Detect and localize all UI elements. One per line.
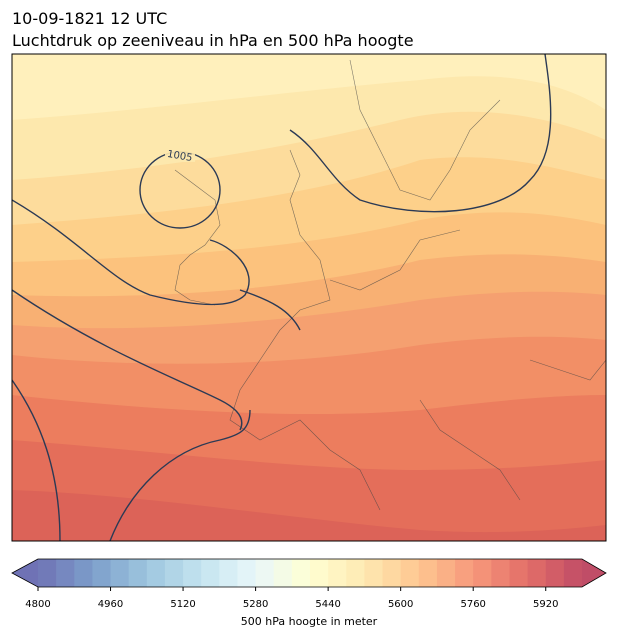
colorbar-segment (545, 559, 565, 587)
colorbar-segment (201, 559, 220, 587)
colorbar-segment (527, 559, 547, 587)
colorbar-segment (237, 559, 257, 587)
colorbar-segment (92, 559, 112, 587)
map: 1005 (12, 54, 606, 541)
colorbar-tick-label: 4960 (98, 599, 123, 610)
colorbar-segment (291, 559, 311, 587)
colorbar-outline (11, 558, 607, 588)
colorbar-segment (110, 559, 130, 587)
colorbar-segment (491, 559, 510, 587)
colorbar-tick-label: 5600 (388, 599, 413, 610)
colorbar-segment (219, 559, 238, 587)
map-frame (11, 53, 607, 542)
colorbar-tick-label: 4800 (25, 599, 50, 610)
colorbar-tick-label: 5920 (533, 599, 558, 610)
colorbar-segment (563, 559, 583, 587)
colorbar-extend-high (582, 559, 606, 587)
colorbar-segment (310, 559, 329, 587)
colorbar: 4800 4960 5120 5280 5440 5600 5760 5920 (11, 558, 607, 610)
colorbar-segment (273, 559, 293, 587)
colorbar-segment (183, 559, 202, 587)
colorbar-segment (509, 559, 529, 587)
colorbar-tick-label: 5120 (170, 599, 195, 610)
colorbar-segment (346, 559, 365, 587)
colorbar-tick-label: 5760 (460, 599, 485, 610)
colorbar-segment (56, 559, 75, 587)
contour-label: 1005 (166, 149, 193, 164)
colorbar-segment (364, 559, 384, 587)
colorbar-segment (473, 559, 492, 587)
colorbar-segment (164, 559, 184, 587)
colorbar-segment (328, 559, 347, 587)
colorbar-extend-low (12, 559, 38, 587)
colorbar-segment (128, 559, 148, 587)
colorbar-segment (255, 559, 275, 587)
colorbar-label: 500 hPa hoogte in meter (241, 615, 378, 628)
colorbar-segment (38, 559, 57, 587)
colorbar-segment (146, 559, 166, 587)
colorbar-tick-label: 5440 (315, 599, 340, 610)
colorbar-segment (455, 559, 474, 587)
colorbar-segment (436, 559, 456, 587)
colorbar-tick-label: 5280 (243, 599, 268, 610)
colorbar-segment (74, 559, 93, 587)
map-title: Luchtdruk op zeeniveau in hPa en 500 hPa… (12, 31, 414, 50)
colorbar-segment (382, 559, 402, 587)
colorbar-segment (418, 559, 438, 587)
map-date: 10-09-1821 12 UTC (12, 9, 167, 28)
colorbar-segment (400, 559, 420, 587)
